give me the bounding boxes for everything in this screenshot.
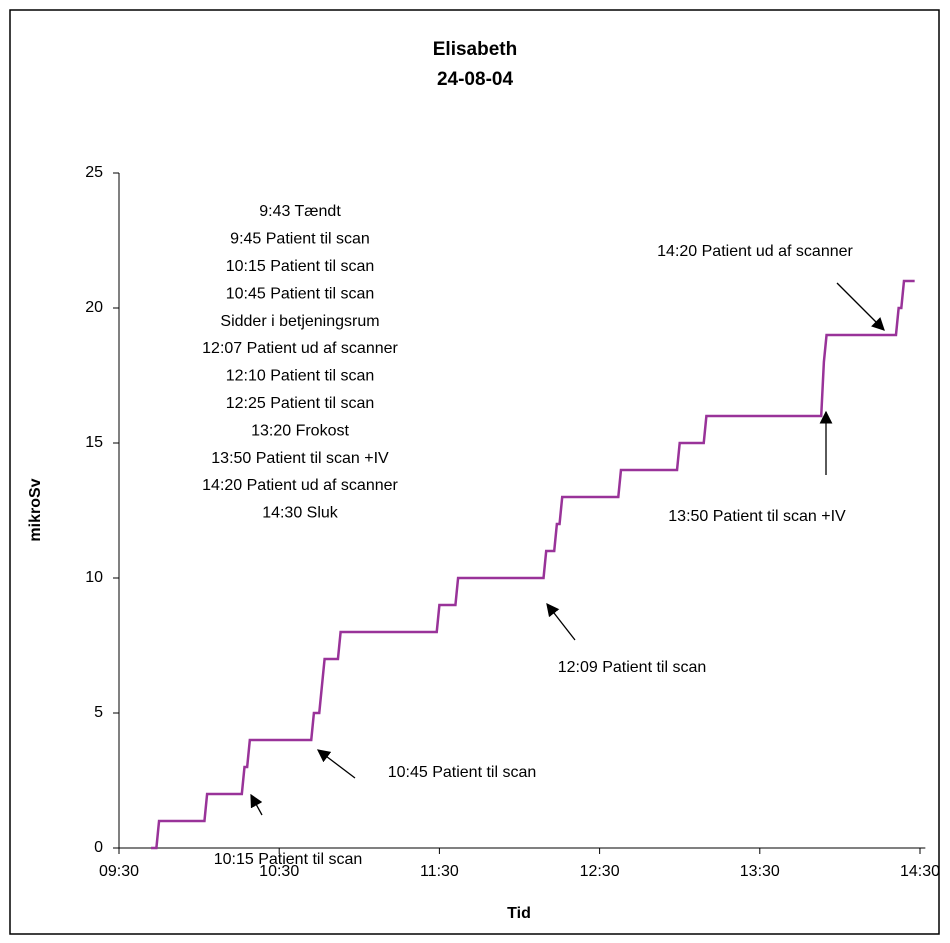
note: 12:25 Patient til scan <box>226 395 375 412</box>
annotation-arrow <box>546 602 576 641</box>
note: 10:45 Patient til scan <box>226 285 375 302</box>
frame <box>9 9 940 935</box>
x-tick-label: 14:30 <box>900 863 940 880</box>
x-tick-label: 10:30 <box>259 863 299 880</box>
y-axis-label: mikroSv <box>27 478 44 541</box>
chart-title: Elisabeth <box>433 39 517 60</box>
y-tick-label: 5 <box>94 704 103 721</box>
x-tick-label: 12:30 <box>580 863 620 880</box>
y-tick-label: 25 <box>85 164 103 181</box>
y-tick-label: 20 <box>85 299 103 316</box>
annotation: 10:45 Patient til scan <box>388 764 537 781</box>
annotation-arrow <box>316 749 356 779</box>
data-line <box>151 279 915 850</box>
annotation: 12:09 Patient til scan <box>558 659 707 676</box>
note: 12:07 Patient ud af scanner <box>202 340 398 357</box>
y-tick-label: 10 <box>85 569 103 586</box>
annotation: 13:50 Patient til scan +IV <box>668 508 846 525</box>
y-tick-label: 15 <box>85 434 103 451</box>
note: Sidder i betjeningsrum <box>220 313 379 330</box>
x-tick-label: 09:30 <box>99 863 139 880</box>
chart-subtitle: 24-08-04 <box>437 69 513 90</box>
note: 9:45 Patient til scan <box>230 231 370 248</box>
annotation-arrow <box>836 282 885 331</box>
note: 14:30 Sluk <box>262 505 339 522</box>
annotation: 14:20 Patient ud af scanner <box>657 243 853 260</box>
note: 13:50 Patient til scan +IV <box>211 450 389 467</box>
note: 12:10 Patient til scan <box>226 368 375 385</box>
x-tick-label: 11:30 <box>420 863 459 880</box>
x-axis-label: Tid <box>507 905 531 922</box>
annotation: 10:15 Patient til scan <box>214 851 363 868</box>
y-tick-label: 0 <box>94 839 103 856</box>
annotation-arrow <box>250 793 263 816</box>
note: 9:43 Tændt <box>259 203 341 220</box>
note: 13:20 Frokost <box>251 422 349 439</box>
note: 14:20 Patient ud af scanner <box>202 477 398 494</box>
note: 10:15 Patient til scan <box>226 258 375 275</box>
x-tick-label: 13:30 <box>740 863 780 880</box>
